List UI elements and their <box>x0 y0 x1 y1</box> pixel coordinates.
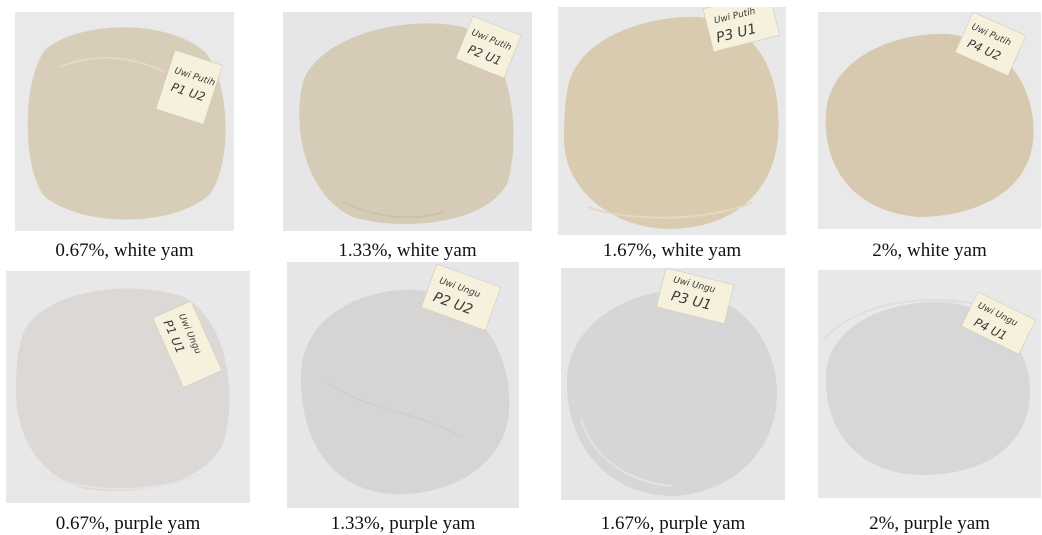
film-photo: Uwi Putih P3 U1 <box>558 7 786 235</box>
film-image: Uwi Ungu P1 U1 <box>6 271 250 503</box>
film-photo: Uwi Putih P1 U2 <box>15 12 234 231</box>
panel-caption: 2%, white yam <box>872 240 987 261</box>
panel-caption: 1.67%, white yam <box>602 240 742 261</box>
film-photo: Uwi Ungu P3 U1 <box>561 268 785 500</box>
film-photo: Uwi Putih P2 U1 <box>283 12 532 231</box>
film-image: Uwi Ungu P2 U2 <box>287 262 519 508</box>
panel-caption: 2%, purple yam <box>869 513 990 534</box>
panel-caption: 0.67%, white yam <box>55 240 194 261</box>
panel-caption: 0.67%, purple yam <box>55 513 201 534</box>
film-photo: Uwi Ungu P1 U1 <box>6 271 250 503</box>
film-image: Uwi Ungu P3 U1 <box>561 268 785 500</box>
film-image: Uwi Putih P1 U2 <box>15 12 234 231</box>
film-photo: Uwi Ungu P4 U1 <box>818 270 1041 498</box>
film-photo: Uwi Putih P4 U2 <box>818 12 1041 229</box>
film-image: Uwi Putih P3 U1 <box>558 7 786 235</box>
panel-caption: 1.33%, white yam <box>338 240 477 261</box>
film-photo: Uwi Ungu P2 U2 <box>287 262 519 508</box>
panel-caption: 1.33%, purple yam <box>330 513 476 534</box>
film-image: Uwi Ungu P4 U1 <box>818 270 1041 498</box>
film-image: Uwi Putih P4 U2 <box>818 12 1041 229</box>
film-image: Uwi Putih P2 U1 <box>283 12 532 231</box>
panel-caption: 1.67%, purple yam <box>600 513 746 534</box>
